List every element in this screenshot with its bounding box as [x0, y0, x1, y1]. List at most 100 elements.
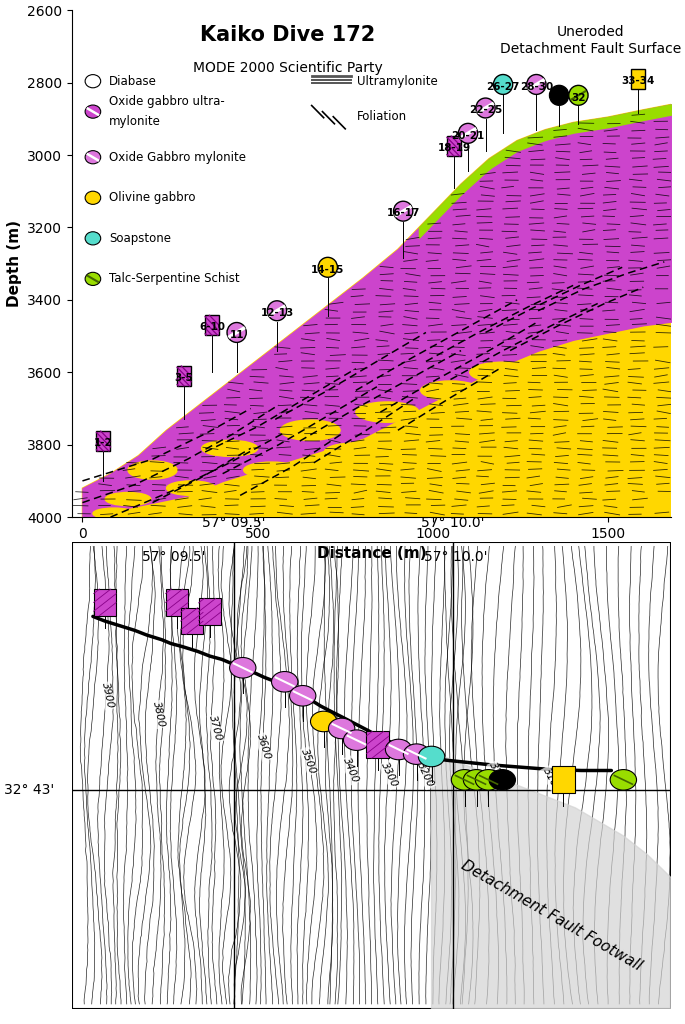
Ellipse shape: [643, 401, 678, 416]
Ellipse shape: [421, 381, 480, 399]
Ellipse shape: [573, 411, 630, 428]
Circle shape: [318, 257, 338, 278]
Bar: [447, 136, 461, 156]
Circle shape: [290, 685, 316, 707]
Circle shape: [489, 770, 515, 791]
Circle shape: [85, 191, 101, 205]
Text: 3200: 3200: [415, 761, 436, 790]
Circle shape: [476, 98, 495, 118]
Text: 14-15: 14-15: [311, 264, 345, 274]
Circle shape: [85, 151, 101, 164]
Ellipse shape: [459, 410, 526, 429]
Circle shape: [403, 743, 429, 765]
Ellipse shape: [519, 469, 578, 485]
Ellipse shape: [482, 451, 545, 468]
Circle shape: [310, 712, 337, 732]
Y-axis label: Depth (m): Depth (m): [7, 220, 21, 307]
Circle shape: [229, 657, 256, 678]
Text: Uneroded
Detachment Fault Surface: Uneroded Detachment Fault Surface: [500, 26, 681, 55]
Ellipse shape: [184, 500, 233, 513]
Text: 3400: 3400: [341, 757, 360, 784]
Ellipse shape: [128, 461, 177, 479]
Text: 28-30: 28-30: [520, 82, 553, 92]
Text: 57° 09.5': 57° 09.5': [202, 516, 266, 530]
Ellipse shape: [352, 473, 408, 488]
Text: Detachment Fault Footwall: Detachment Fault Footwall: [458, 857, 645, 973]
Ellipse shape: [590, 459, 647, 474]
Text: 22-25: 22-25: [469, 105, 502, 116]
Circle shape: [569, 85, 588, 105]
Ellipse shape: [105, 493, 151, 506]
Ellipse shape: [386, 446, 445, 464]
Circle shape: [493, 75, 512, 94]
Text: 32: 32: [571, 92, 586, 102]
Ellipse shape: [610, 340, 662, 357]
Bar: [166, 589, 188, 615]
Circle shape: [329, 718, 355, 738]
Ellipse shape: [427, 462, 487, 479]
Ellipse shape: [166, 481, 216, 496]
Ellipse shape: [599, 389, 652, 407]
Circle shape: [458, 123, 477, 143]
Ellipse shape: [396, 487, 456, 504]
Ellipse shape: [401, 421, 464, 439]
Ellipse shape: [454, 479, 517, 497]
Ellipse shape: [232, 506, 284, 521]
Text: 3800: 3800: [151, 700, 166, 728]
Polygon shape: [82, 104, 671, 536]
Text: 20-21: 20-21: [451, 131, 484, 140]
Text: 3300: 3300: [379, 761, 400, 790]
Text: Foliation: Foliation: [357, 111, 407, 123]
Ellipse shape: [307, 466, 363, 481]
Ellipse shape: [93, 508, 135, 519]
Text: 31: 31: [552, 92, 566, 102]
Circle shape: [475, 770, 501, 791]
Ellipse shape: [280, 420, 340, 440]
Text: 57° 10.0': 57° 10.0': [421, 516, 484, 530]
Circle shape: [343, 730, 370, 751]
Text: 3-5: 3-5: [175, 373, 193, 383]
Text: Olivine gabbro: Olivine gabbro: [109, 191, 196, 204]
Ellipse shape: [156, 511, 205, 523]
Circle shape: [451, 770, 477, 791]
Text: 3900: 3900: [100, 682, 116, 710]
Ellipse shape: [524, 398, 587, 418]
Circle shape: [85, 272, 101, 286]
Ellipse shape: [314, 496, 370, 510]
Circle shape: [85, 75, 101, 88]
Text: 57° 10.0': 57° 10.0': [424, 550, 487, 564]
Text: 57° 09.5': 57° 09.5': [142, 550, 206, 564]
Circle shape: [549, 85, 569, 105]
Bar: [94, 589, 116, 615]
Text: Oxide Gabbro mylonite: Oxide Gabbro mylonite: [109, 151, 246, 164]
Text: 26-27: 26-27: [486, 82, 520, 92]
Circle shape: [85, 105, 101, 118]
Circle shape: [527, 75, 546, 94]
Ellipse shape: [501, 421, 561, 439]
Bar: [199, 598, 221, 625]
Circle shape: [386, 739, 412, 760]
Ellipse shape: [324, 443, 388, 461]
Circle shape: [463, 770, 490, 791]
Text: Diabase: Diabase: [109, 75, 157, 88]
Text: mylonite: mylonite: [109, 115, 161, 128]
Text: 6-10: 6-10: [199, 323, 225, 333]
Circle shape: [267, 301, 286, 321]
Ellipse shape: [356, 402, 419, 422]
Text: Oxide gabbro ultra-: Oxide gabbro ultra-: [109, 95, 225, 109]
Circle shape: [610, 770, 636, 791]
Text: 12-13: 12-13: [260, 308, 294, 318]
Ellipse shape: [273, 488, 326, 503]
Ellipse shape: [201, 440, 258, 457]
Text: 3600: 3600: [255, 733, 273, 761]
Text: 18-19: 18-19: [438, 143, 471, 154]
Circle shape: [393, 202, 413, 221]
X-axis label: Distance (m): Distance (m): [316, 547, 427, 561]
Circle shape: [271, 672, 298, 692]
Text: 3100: 3100: [540, 766, 562, 794]
Text: 3500: 3500: [299, 746, 318, 775]
Ellipse shape: [244, 462, 300, 478]
Ellipse shape: [470, 362, 536, 382]
Circle shape: [419, 746, 445, 767]
Circle shape: [85, 231, 101, 245]
